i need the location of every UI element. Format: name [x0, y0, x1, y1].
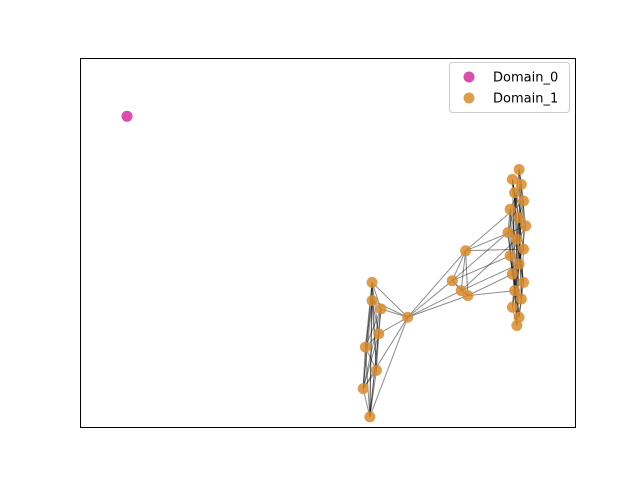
scatter-point-domain-1 — [513, 311, 525, 323]
nodes-layer — [121, 110, 532, 423]
scatter-point-domain-1 — [366, 295, 378, 307]
graph-edge — [520, 249, 525, 299]
scatter-point-domain-1 — [513, 258, 525, 270]
graph-edge — [465, 248, 524, 252]
scatter-point-domain-1 — [504, 250, 516, 262]
graph-edge — [378, 316, 408, 335]
graph-edge — [371, 282, 380, 334]
scatter-point-domain-1 — [375, 303, 387, 315]
scatter-point-domain-1 — [446, 275, 458, 287]
graph-edge — [371, 281, 409, 318]
legend-label-domain-0: Domain_0 — [493, 71, 558, 86]
graph-edge — [364, 300, 373, 348]
scatter-point-domain-1 — [359, 341, 371, 353]
graph-edge — [407, 290, 462, 318]
graph-edge — [460, 263, 520, 292]
legend-frame — [449, 62, 570, 113]
scatter-point-domain-1 — [402, 311, 414, 323]
graph-edge — [460, 250, 467, 291]
graph-edge — [467, 273, 513, 297]
graph-edge — [465, 225, 526, 252]
graph-edge — [369, 370, 377, 417]
scatter-point-domain-1 — [366, 276, 378, 288]
graph-edge — [362, 316, 409, 389]
scatter-point-domain-1 — [511, 320, 523, 332]
graph-edge — [407, 250, 466, 318]
scatter-point-domain-1 — [506, 301, 518, 313]
graph-edge — [509, 209, 525, 283]
scatter-point-domain-1 — [518, 243, 530, 255]
graph-edge — [452, 255, 511, 282]
scatter-point-domain-1 — [462, 290, 474, 302]
graph-edge — [362, 333, 380, 389]
scatter-point-domain-1 — [502, 227, 514, 239]
graph-edge — [369, 317, 409, 418]
scatter-point-domain-1 — [506, 173, 518, 185]
graph-edge — [369, 308, 382, 417]
scatter-point-domain-0 — [121, 110, 133, 122]
graph-edge — [364, 308, 382, 348]
graph-edge — [407, 295, 469, 318]
graph-edge — [371, 300, 380, 334]
scatter-point-domain-1 — [504, 203, 516, 215]
scatter-point-domain-1 — [515, 178, 527, 190]
legend-label-domain-1: Domain_1 — [493, 92, 558, 107]
graph-edge — [371, 300, 408, 318]
scatter-point-domain-1 — [513, 163, 525, 175]
graph-edge — [364, 282, 373, 348]
scatter-point-domain-1 — [371, 364, 383, 376]
graph-edge — [465, 250, 469, 296]
graph-edge — [369, 300, 373, 417]
scatter-point-domain-1 — [364, 411, 376, 423]
graph-edge — [460, 238, 518, 292]
graph-edge — [407, 280, 453, 318]
scatter-point-domain-1 — [518, 276, 530, 288]
legend: Domain_0 Domain_1 — [449, 62, 570, 113]
graph-edge — [364, 347, 371, 417]
graph-edge — [362, 347, 366, 389]
legend-marker-domain-0 — [463, 71, 475, 83]
scatter-point-domain-1 — [373, 328, 385, 340]
scatter-point-domain-1 — [509, 285, 521, 297]
scatter-point-domain-1 — [460, 245, 472, 257]
scatter-point-domain-1 — [509, 187, 521, 199]
scatter-point-domain-1 — [515, 293, 527, 305]
legend-marker-domain-1 — [463, 92, 475, 104]
graph-edge — [514, 192, 527, 227]
scatter-point-domain-1 — [511, 233, 523, 245]
graph-edge — [451, 232, 509, 282]
scatter-point-domain-1 — [520, 220, 532, 232]
scatter-point-domain-1 — [513, 212, 525, 224]
graph-edge — [362, 308, 382, 389]
scatter-point-domain-1 — [357, 383, 369, 395]
plot-frame — [80, 58, 576, 428]
scatter-point-domain-1 — [506, 268, 518, 280]
graph-edge — [376, 333, 380, 371]
graph-edge — [511, 179, 518, 326]
graph-edge — [511, 179, 520, 218]
graph-edge — [467, 290, 515, 297]
scatter-point-domain-1 — [518, 195, 530, 207]
